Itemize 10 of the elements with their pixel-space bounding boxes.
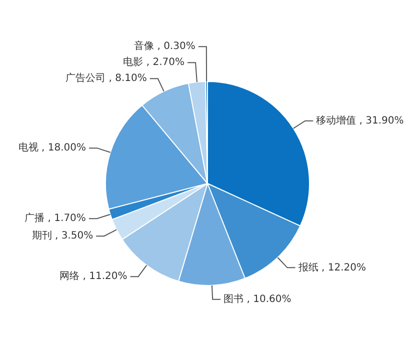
slice-label: 电影 , 2.70%: [123, 56, 185, 68]
slice-label: 期刊 , 3.50%: [32, 230, 94, 242]
slice-label: 网络 , 11.20%: [60, 270, 128, 282]
slice-label: 广告公司 , 8.10%: [66, 72, 147, 84]
slice-label: 广播 , 1.70%: [24, 212, 86, 224]
slice-label: 图书 , 10.60%: [224, 292, 292, 305]
slice-label: 移动增值 , 31.90%: [316, 114, 404, 126]
slice-label: 音像 , 0.30%: [134, 40, 196, 52]
slice-label: 报纸 , 12.20%: [297, 261, 366, 274]
slice-label: 电视 , 18.00%: [18, 142, 86, 154]
